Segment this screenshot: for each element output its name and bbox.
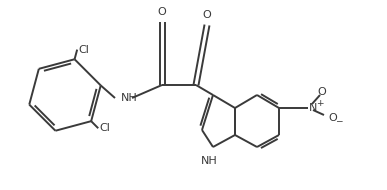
Text: +: + bbox=[316, 98, 324, 108]
Text: O: O bbox=[203, 10, 211, 20]
Text: Cl: Cl bbox=[99, 123, 110, 133]
Text: −: − bbox=[335, 116, 342, 126]
Text: N: N bbox=[309, 103, 317, 113]
Text: Cl: Cl bbox=[78, 45, 89, 55]
Text: NH: NH bbox=[200, 156, 217, 166]
Text: O: O bbox=[318, 87, 326, 97]
Text: NH: NH bbox=[121, 93, 138, 103]
Text: O: O bbox=[328, 113, 337, 123]
Text: O: O bbox=[158, 7, 166, 17]
